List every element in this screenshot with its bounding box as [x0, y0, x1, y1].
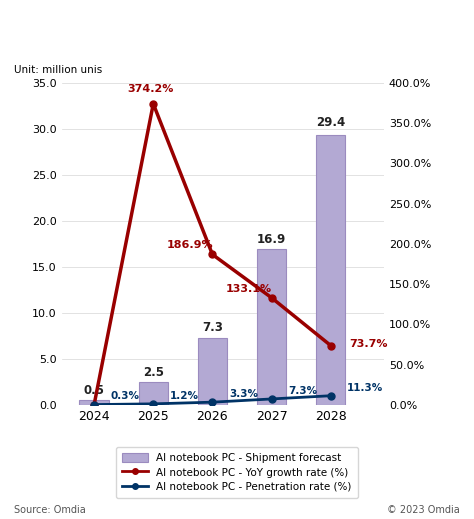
Text: © 2023 Omdia: © 2023 Omdia	[387, 505, 460, 515]
Text: Unit: million unis: Unit: million unis	[14, 65, 102, 75]
Text: 16.9: 16.9	[257, 233, 286, 246]
Bar	[138, 382, 168, 405]
Bar	[316, 134, 346, 405]
Text: 73.7%: 73.7%	[350, 339, 388, 349]
Text: 7.3%: 7.3%	[288, 386, 317, 395]
Legend: AI notebook PC - Shipment forecast, AI notebook PC - YoY growth rate (%), AI not: AI notebook PC - Shipment forecast, AI n…	[116, 447, 358, 498]
Text: 3.3%: 3.3%	[229, 389, 258, 399]
Text: 2.5: 2.5	[143, 365, 164, 379]
Bar	[79, 400, 109, 405]
Text: 186.9%: 186.9%	[167, 240, 213, 251]
Text: 374.2%: 374.2%	[127, 84, 173, 94]
Text: 133.1%: 133.1%	[226, 284, 272, 294]
Text: 11.3%: 11.3%	[347, 383, 383, 392]
Text: 29.4: 29.4	[316, 116, 346, 129]
Text: 1.2%: 1.2%	[170, 391, 199, 401]
Text: 0.3%: 0.3%	[111, 391, 140, 401]
Text: 7.3: 7.3	[202, 321, 223, 334]
Bar	[257, 250, 286, 405]
Text: Omdia AI notebook PC shipment forecast: Omdia AI notebook PC shipment forecast	[61, 21, 413, 36]
Text: 0.5: 0.5	[83, 384, 105, 397]
Bar	[198, 338, 227, 405]
Text: Source: Omdia: Source: Omdia	[14, 505, 86, 515]
